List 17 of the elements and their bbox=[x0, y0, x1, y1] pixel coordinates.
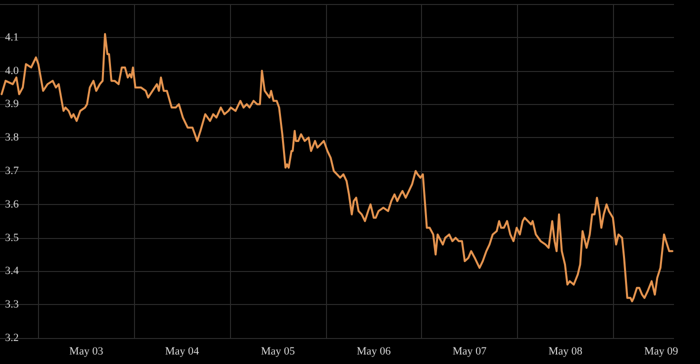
y-tick-label: 3.6 bbox=[5, 198, 20, 210]
x-tick-label: May 08 bbox=[548, 346, 583, 358]
x-tick-label: May 09 bbox=[644, 346, 679, 358]
y-tick-label: 4.1 bbox=[5, 31, 19, 44]
x-tick-label: May 04 bbox=[165, 346, 200, 358]
y-tick-label: 3.4 bbox=[5, 265, 20, 278]
y-tick-label: 3.8 bbox=[5, 132, 20, 144]
y-tick-label: 3.2 bbox=[5, 332, 19, 344]
x-tick-label: May 03 bbox=[69, 346, 104, 358]
y-tick-label: 4.0 bbox=[5, 64, 20, 77]
x-tick-label: May 05 bbox=[260, 346, 296, 358]
x-tick-label: May 07 bbox=[452, 346, 488, 358]
y-tick-label: 3.5 bbox=[5, 232, 20, 244]
y-tick-label: 3.7 bbox=[5, 165, 20, 177]
y-tick-label: 3.3 bbox=[5, 298, 20, 311]
y-tick-label: 3.9 bbox=[5, 98, 20, 110]
x-tick-label: May 06 bbox=[356, 346, 392, 358]
